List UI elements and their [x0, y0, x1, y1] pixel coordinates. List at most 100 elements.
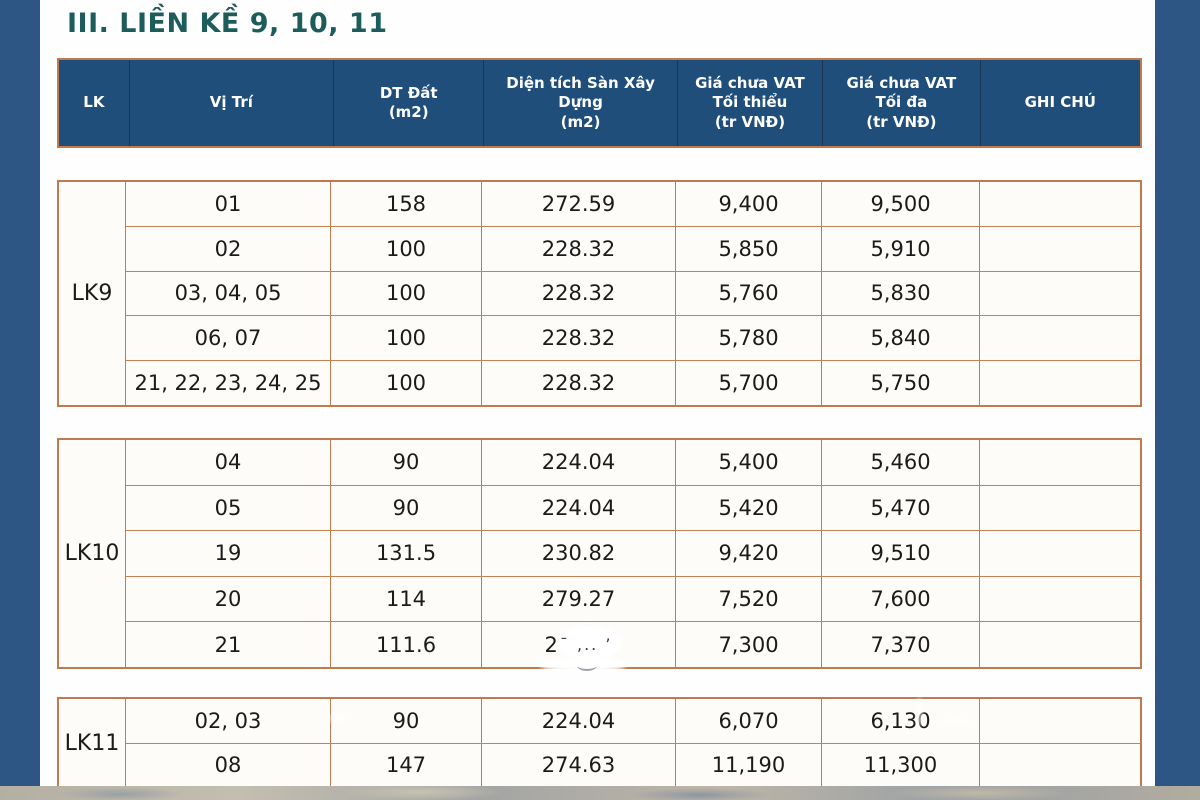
table-row: 06, 07 100 228.32 5,780 5,840 [126, 316, 1140, 362]
table-row: 05 90 224.04 5,420 5,470 [126, 485, 1140, 532]
cell-dt-dat: 100 [331, 361, 482, 405]
cell-gia-max: 5,830 [822, 271, 980, 316]
cell-dien-tich-san: 230.82 [482, 531, 676, 576]
cell-gia-min: 5,420 [676, 485, 822, 531]
cell-vi-tri: 19 [126, 531, 331, 576]
cell-vi-tri: 05 [126, 485, 331, 531]
cell-vi-tri: 04 [126, 440, 331, 485]
column-header: Vị Trí [130, 60, 334, 146]
cell-dien-tich-san: 228.32 [482, 361, 676, 405]
cell-dien-tich-san: 224.04 [482, 485, 676, 531]
cell-gia-max: 5,460 [822, 440, 980, 485]
left-blue-bar [0, 0, 40, 787]
cell-dt-dat: 90 [331, 440, 482, 485]
table-row: 01 158 272.59 9,400 9,500 [126, 182, 1140, 227]
cell-gia-min: 7,300 [676, 622, 822, 667]
column-header: Giá chưa VAT Tối đa (tr VNĐ) [823, 60, 981, 146]
cell-gia-min: 5,760 [676, 271, 822, 316]
column-header: Diện tích Sàn Xây Dựng (m2) [484, 60, 678, 146]
cell-gia-max: 5,750 [822, 361, 980, 405]
group-label: LK9 [59, 182, 126, 405]
cell-gia-min: 11,190 [676, 743, 822, 787]
cell-vi-tri: 21, 22, 23, 24, 25 [126, 361, 331, 405]
cell-vi-tri: 03, 04, 05 [126, 271, 331, 316]
cell-gia-min: 9,400 [676, 182, 822, 226]
cell-ghi-chu [980, 531, 1140, 576]
cell-ghi-chu [980, 577, 1140, 622]
table-row: 19 131.5 230.82 9,420 9,510 [126, 531, 1140, 577]
cell-gia-max: 5,840 [822, 316, 980, 361]
cell-dien-tich-san: 228.32 [482, 316, 676, 361]
cell-ghi-chu [980, 361, 1140, 405]
cell-ghi-chu [980, 440, 1140, 485]
cell-ghi-chu [980, 182, 1140, 226]
cell-dien-tich-san: 279.27 [482, 576, 676, 622]
cell-ghi-chu [980, 744, 1140, 788]
table-row: 02, 03 90 224.04 6,070 6,130 [126, 699, 1140, 744]
cell-gia-min: 6,070 [676, 699, 822, 743]
cell-ghi-chu [980, 272, 1140, 316]
cell-vi-tri: 06, 07 [126, 316, 331, 361]
cell-dt-dat: 158 [331, 182, 482, 226]
right-blue-bar [1155, 0, 1200, 787]
table-row: 08 147 274.63 11,190 11,300 [126, 743, 1140, 788]
cell-ghi-chu [980, 316, 1140, 360]
cell-vi-tri: 01 [126, 182, 331, 226]
cell-gia-min: 7,520 [676, 576, 822, 622]
page-title: III. LIỀN KỀ 9, 10, 11 [67, 8, 388, 39]
cell-gia-max: 7,600 [822, 576, 980, 622]
cell-gia-min: 9,420 [676, 531, 822, 576]
cell-gia-max: 5,910 [822, 226, 980, 271]
cell-gia-min: 5,700 [676, 361, 822, 405]
cell-gia-max: 6,130 [822, 699, 980, 743]
cell-gia-max: 11,300 [822, 743, 980, 787]
cell-gia-min: 5,400 [676, 440, 822, 485]
photo-texture-strip [0, 786, 1200, 800]
cell-gia-max: 7,370 [822, 622, 980, 667]
cell-gia-max: 9,500 [822, 182, 980, 226]
cell-dt-dat: 131.5 [331, 531, 482, 576]
cell-dt-dat: 147 [331, 743, 482, 787]
cell-ghi-chu [980, 699, 1140, 743]
cell-ghi-chu [980, 622, 1140, 667]
cell-vi-tri: 08 [126, 743, 331, 787]
cell-dien-tich-san: 272.59 [482, 182, 676, 226]
cell-dt-dat: 90 [331, 485, 482, 531]
cell-gia-max: 9,510 [822, 531, 980, 576]
table-row: 03, 04, 05 100 228.32 5,760 5,830 [126, 271, 1140, 317]
cell-ghi-chu [980, 227, 1140, 271]
cell-dt-dat: 111.6 [331, 622, 482, 667]
cell-dien-tich-san: 2 ¯ ,.. ’ [482, 622, 676, 667]
cell-vi-tri: 21 [126, 622, 331, 667]
group-label: LK11 [59, 699, 126, 787]
cell-dien-tich-san: 228.32 [482, 271, 676, 316]
cell-vi-tri: 02 [126, 226, 331, 271]
cell-vi-tri: 20 [126, 576, 331, 622]
cell-dien-tich-san: 224.04 [482, 699, 676, 743]
cell-dt-dat: 114 [331, 576, 482, 622]
table-row: 21, 22, 23, 24, 25 100 228.32 5,700 5,750 [126, 361, 1140, 405]
table-section-lk10: LK10 04 90 224.04 5,400 5,460 05 90 224.04 5,420 5… [57, 438, 1142, 669]
column-header: DT Đất (m2) [334, 60, 485, 146]
cell-dien-tich-san: 274.63 [482, 743, 676, 787]
obscured-digit-marks: ¯ ,.. ’ [559, 635, 613, 655]
cell-dien-tich-san: 228.32 [482, 226, 676, 271]
table-header-row: LK Vị Trí DT Đất (m2) Diện tích Sàn Xây Dựng(… [57, 58, 1142, 148]
cell-gia-min: 5,850 [676, 226, 822, 271]
table-row: 21 111.6 2 ¯ ,.. ’ 7,300 7,370 [126, 622, 1140, 667]
cell-dt-dat: 100 [331, 316, 482, 361]
cell-dien-tich-san: 224.04 [482, 440, 676, 485]
cell-vi-tri: 02, 03 [126, 699, 331, 743]
cell-gia-min: 5,780 [676, 316, 822, 361]
cell-dt-dat: 90 [331, 699, 482, 743]
column-header: Giá chưa VAT Tối thiểu (tr VNĐ) [678, 60, 824, 146]
column-header: LK [59, 60, 130, 146]
table-section-lk9: LK9 01 158 272.59 9,400 9,500 02 100 228.32 5,850… [57, 180, 1142, 407]
cell-dt-dat: 100 [331, 226, 482, 271]
group-label: LK10 [59, 440, 126, 667]
table-row: 20 114 279.27 7,520 7,600 [126, 576, 1140, 623]
table-row: 02 100 228.32 5,850 5,910 [126, 226, 1140, 272]
table-section-lk11: LK11 02, 03 90 224.04 6,070 6,130 08 147 274.63 1… [57, 697, 1142, 789]
cell-gia-max: 5,470 [822, 485, 980, 531]
